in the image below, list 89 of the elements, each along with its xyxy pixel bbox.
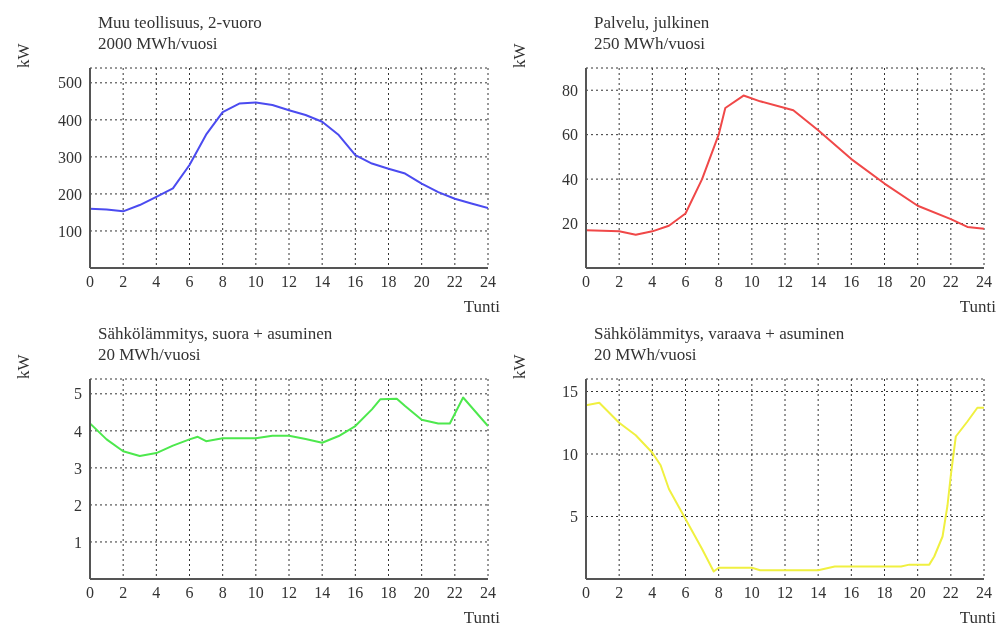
y-tick-label: 200	[58, 185, 82, 203]
line-series	[586, 401, 984, 573]
y-tick-label: 5	[570, 508, 578, 526]
x-tick-label: 16	[347, 584, 364, 602]
y-tick-label: 100	[58, 222, 82, 240]
y-tick-label: 60	[562, 126, 578, 144]
x-axis-title: Tunti	[463, 297, 500, 317]
line-series	[90, 396, 488, 458]
line-series	[90, 101, 488, 213]
chart-subtitle: 20 MWh/vuosi	[98, 344, 202, 365]
y-tick-label: 400	[58, 111, 82, 129]
x-tick-label: 24	[976, 273, 992, 291]
x-tick-label: 22	[942, 584, 959, 602]
x-tick-label: 18	[876, 584, 893, 602]
chart-title: Sähkölämmitys, suora + asuminen	[98, 323, 333, 344]
x-tick-label: 14	[810, 273, 827, 291]
x-tick-label: 20	[909, 273, 926, 291]
x-tick-label: 2	[615, 273, 624, 291]
y-tick-label: 4	[74, 422, 82, 440]
y-tick-label: 5	[74, 385, 82, 403]
line-series	[586, 94, 984, 236]
y-tick-label: 500	[58, 74, 82, 92]
x-tick-label: 14	[810, 584, 827, 602]
x-tick-label: 20	[413, 273, 430, 291]
x-tick-label: 20	[413, 584, 430, 602]
x-tick-label: 22	[446, 273, 463, 291]
y-tick-label: 15	[562, 383, 578, 401]
x-tick-label: 6	[185, 273, 194, 291]
x-tick-label: 24	[976, 584, 992, 602]
x-tick-label: 10	[247, 273, 264, 291]
x-tick-label: 8	[714, 273, 723, 291]
x-tick-label: 10	[743, 273, 760, 291]
x-tick-label: 4	[648, 273, 657, 291]
x-tick-label: 6	[681, 584, 690, 602]
x-tick-label: 0	[86, 273, 94, 291]
y-axis-title: kW	[510, 354, 529, 379]
x-tick-label: 10	[247, 584, 264, 602]
x-tick-label: 6	[681, 273, 690, 291]
chart-subtitle: 250 MWh/vuosi	[594, 33, 706, 54]
y-axis-title: kW	[510, 43, 529, 68]
x-tick-label: 12	[281, 584, 297, 602]
x-tick-label: 18	[876, 273, 893, 291]
x-tick-label: 4	[152, 273, 161, 291]
chart-title: Palvelu, julkinen	[594, 12, 710, 33]
chart-title: Sähkölämmitys, varaava + asuminen	[594, 323, 845, 344]
y-axis-title: kW	[14, 43, 33, 68]
chart-title: Muu teollisuus, 2-vuoro	[98, 12, 262, 33]
x-tick-label: 24	[480, 273, 496, 291]
x-tick-label: 8	[218, 584, 227, 602]
y-tick-label: 40	[562, 170, 578, 188]
x-tick-label: 0	[86, 584, 94, 602]
x-tick-label: 2	[119, 273, 128, 291]
x-tick-label: 16	[843, 584, 860, 602]
y-tick-label: 20	[562, 215, 578, 233]
x-tick-label: 8	[218, 273, 227, 291]
y-tick-label: 10	[562, 445, 578, 463]
x-tick-label: 0	[582, 273, 590, 291]
x-tick-label: 6	[185, 584, 194, 602]
x-axis-title: Tunti	[959, 608, 996, 628]
x-tick-label: 14	[314, 273, 331, 291]
x-tick-label: 12	[777, 584, 793, 602]
x-tick-label: 18	[380, 584, 397, 602]
x-tick-label: 22	[942, 273, 959, 291]
x-tick-label: 2	[119, 584, 128, 602]
x-axis-title: Tunti	[959, 297, 996, 317]
x-tick-label: 18	[380, 273, 397, 291]
y-tick-label: 2	[74, 496, 82, 514]
y-tick-label: 1	[74, 533, 82, 551]
x-tick-label: 4	[648, 584, 657, 602]
y-axis-title: kW	[14, 354, 33, 379]
y-tick-label: 300	[58, 148, 82, 166]
x-tick-label: 12	[281, 273, 297, 291]
y-tick-label: 80	[562, 81, 578, 99]
x-tick-label: 8	[714, 584, 723, 602]
x-tick-label: 20	[909, 584, 926, 602]
x-tick-label: 16	[843, 273, 860, 291]
x-tick-label: 12	[777, 273, 793, 291]
x-tick-label: 14	[314, 584, 331, 602]
chart-subtitle: 20 MWh/vuosi	[594, 344, 698, 365]
y-tick-label: 3	[74, 459, 82, 477]
x-tick-label: 0	[582, 584, 590, 602]
x-tick-label: 22	[446, 584, 463, 602]
x-tick-label: 4	[152, 584, 161, 602]
x-tick-label: 16	[347, 273, 364, 291]
x-tick-label: 10	[743, 584, 760, 602]
chart-subtitle: 2000 MWh/vuosi	[98, 33, 219, 54]
x-tick-label: 2	[615, 584, 624, 602]
x-axis-title: Tunti	[463, 608, 500, 628]
x-tick-label: 24	[480, 584, 496, 602]
